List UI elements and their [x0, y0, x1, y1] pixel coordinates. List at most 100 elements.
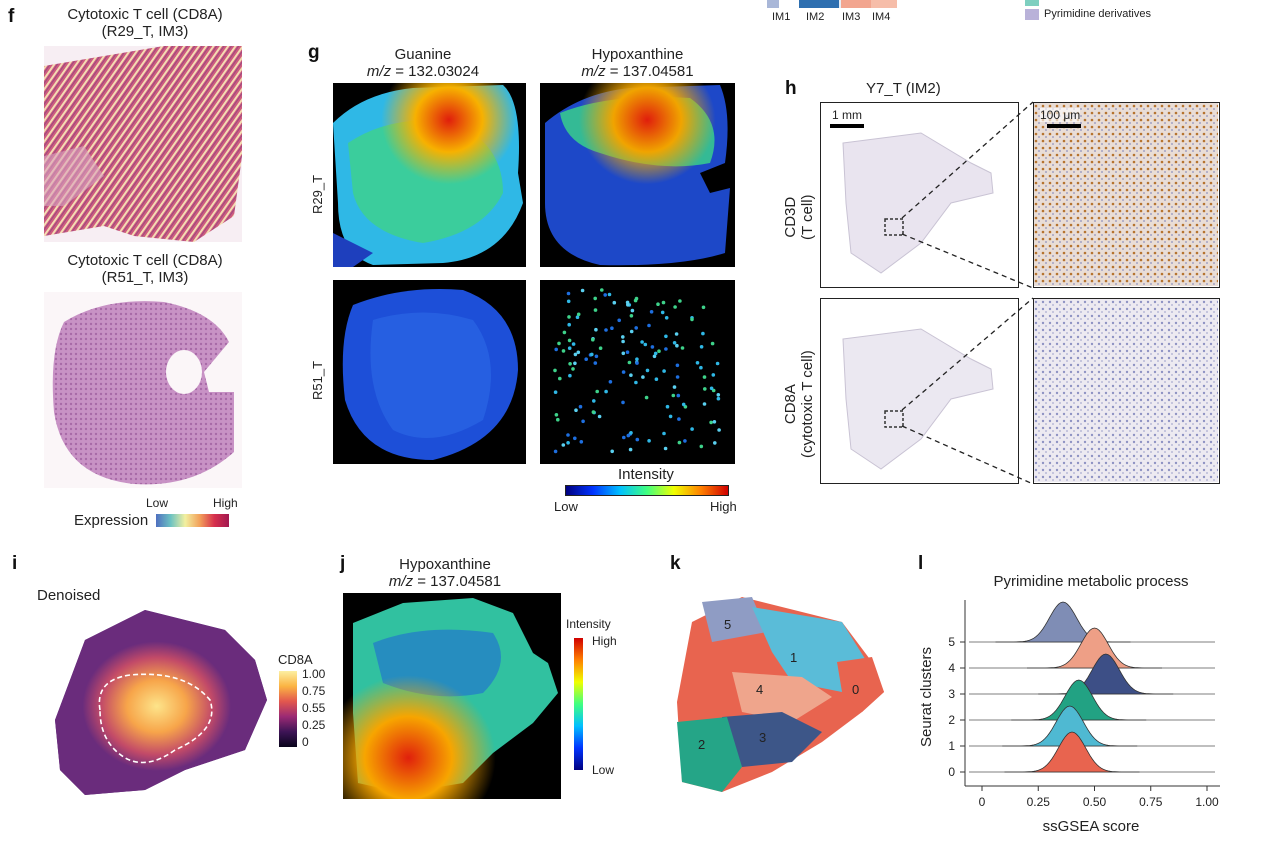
hypox-dot — [690, 427, 694, 431]
hypox-dot — [597, 414, 602, 419]
hypox-dot — [629, 329, 634, 334]
hypox-dot — [709, 420, 713, 425]
hypox-dot — [593, 296, 597, 301]
ridge-xlabel: ssGSEA score — [1042, 818, 1140, 835]
teal-swatch — [1025, 0, 1039, 6]
hypox-dot — [566, 433, 570, 437]
hypox-dot — [567, 315, 571, 319]
j-cbar-title: Intensity — [566, 617, 611, 631]
hypox-dot — [672, 341, 677, 345]
hypox-dot — [573, 361, 577, 366]
hypox-mz-value: = 137.04581 — [605, 63, 694, 80]
g-cbar-high: High — [710, 499, 737, 514]
hypox-dot — [671, 393, 676, 398]
im-swatch-1 — [767, 0, 779, 8]
hypox-dot — [574, 408, 578, 412]
hypox-dot — [634, 380, 638, 385]
hypox-dot — [664, 334, 668, 339]
ridge-density-cluster-4 — [1027, 627, 1162, 669]
hypox-dot — [702, 402, 707, 406]
hypox-dot — [573, 352, 578, 357]
hypox-dot — [557, 341, 561, 346]
ridge-y-tick-label: 4 — [948, 661, 955, 675]
ridge-density-cluster-2 — [1011, 679, 1147, 721]
hypox-dot — [629, 373, 633, 377]
ridge-x-tick-label: 1.00 — [1195, 795, 1219, 809]
im-label-1: IM1 — [772, 11, 791, 23]
tissue-image-r51 — [44, 292, 242, 488]
hypox-dot — [647, 323, 651, 328]
j-mz-value: = 137.04581 — [413, 573, 502, 590]
g-cbar-title: Intensity — [618, 466, 674, 483]
ridge-density-cluster-0 — [1004, 731, 1140, 773]
hypox-dot — [668, 414, 673, 419]
hypox-dot — [627, 360, 632, 365]
hypox-dot — [621, 339, 625, 344]
hypox-dot — [556, 417, 560, 422]
i-tick-075: 0.75 — [302, 684, 326, 698]
hypox-dot — [566, 291, 571, 296]
guanine-r51-image — [333, 280, 526, 464]
ridge-y-tick-label: 1 — [948, 739, 955, 753]
tissue-image-r29 — [44, 46, 242, 242]
hypox-dot — [591, 337, 595, 342]
hypox-dot — [578, 404, 583, 409]
scale-bar-100um — [1047, 124, 1081, 128]
hypox-dot — [573, 436, 577, 441]
hypox-dot — [566, 299, 571, 304]
hypox-dot — [675, 375, 680, 379]
scale-bar-1mm — [830, 124, 864, 128]
panel-f-title-1: Cytotoxic T cell (CD8A) (R29_T, IM3) — [40, 6, 250, 40]
hypox-dot — [664, 347, 668, 351]
panel-g-col2-header: Hypoxanthine m/z = 137.04581 — [540, 46, 735, 80]
hypox-dot — [594, 354, 599, 359]
hypox-dot — [628, 447, 633, 452]
im-swatch-3 — [839, 0, 841, 8]
hypox-dot — [633, 298, 638, 303]
panel-f-title-2b: (R51_T, IM3) — [101, 269, 189, 286]
ridge-ylabel: Seurat clusters — [918, 646, 935, 747]
hypox-dot — [567, 322, 571, 327]
im-swatch-5 — [871, 0, 897, 8]
ridge-x-tick-label: 0.50 — [1083, 795, 1107, 809]
j-cbar-low: Low — [592, 763, 615, 777]
pyrimidine-swatch — [1025, 9, 1039, 20]
hypox-dot — [716, 393, 721, 397]
im-label-3: IM3 — [842, 11, 861, 23]
guanine-name: Guanine — [394, 46, 452, 63]
hypox-dot — [635, 361, 639, 365]
hypox-dot — [568, 373, 572, 378]
seurat-cluster-map — [672, 592, 887, 797]
expr-colorbar — [156, 514, 229, 527]
hypox-dot — [608, 380, 613, 384]
hypox-dot — [558, 376, 562, 381]
hypox-r51-dots — [553, 288, 721, 454]
hypox-dot — [581, 419, 585, 424]
hypox-mz-prefix: m/z — [581, 63, 606, 80]
hypox-dot — [662, 369, 666, 373]
j-mz-prefix: m/z — [388, 573, 414, 590]
hypox-dot — [625, 350, 630, 354]
hypox-dot — [672, 385, 677, 389]
hypox-dot — [702, 375, 707, 379]
hypox-dot — [675, 363, 680, 368]
hypox-dot — [567, 338, 572, 343]
hypox-dot — [662, 431, 666, 436]
hypox-dot — [674, 332, 679, 336]
hypox-dot — [621, 370, 626, 374]
hypox-dot — [654, 377, 659, 381]
panel-i-letter: i — [12, 553, 18, 574]
hypox-dot — [709, 386, 714, 391]
im-label-2: IM2 — [806, 11, 825, 23]
hypox-dot — [647, 439, 651, 443]
guanine-mz: m/z = 132.03024 — [333, 63, 513, 80]
i-colorbar — [279, 671, 297, 747]
hypox-dot — [676, 393, 681, 398]
cluster-label-1: 1 — [790, 650, 798, 665]
hypox-dot — [553, 449, 558, 454]
i-cbar-title: CD8A — [278, 652, 313, 667]
hypox-dot — [677, 440, 682, 445]
guanine-mz-prefix: m/z — [366, 63, 392, 80]
hypox-dot — [634, 326, 638, 330]
